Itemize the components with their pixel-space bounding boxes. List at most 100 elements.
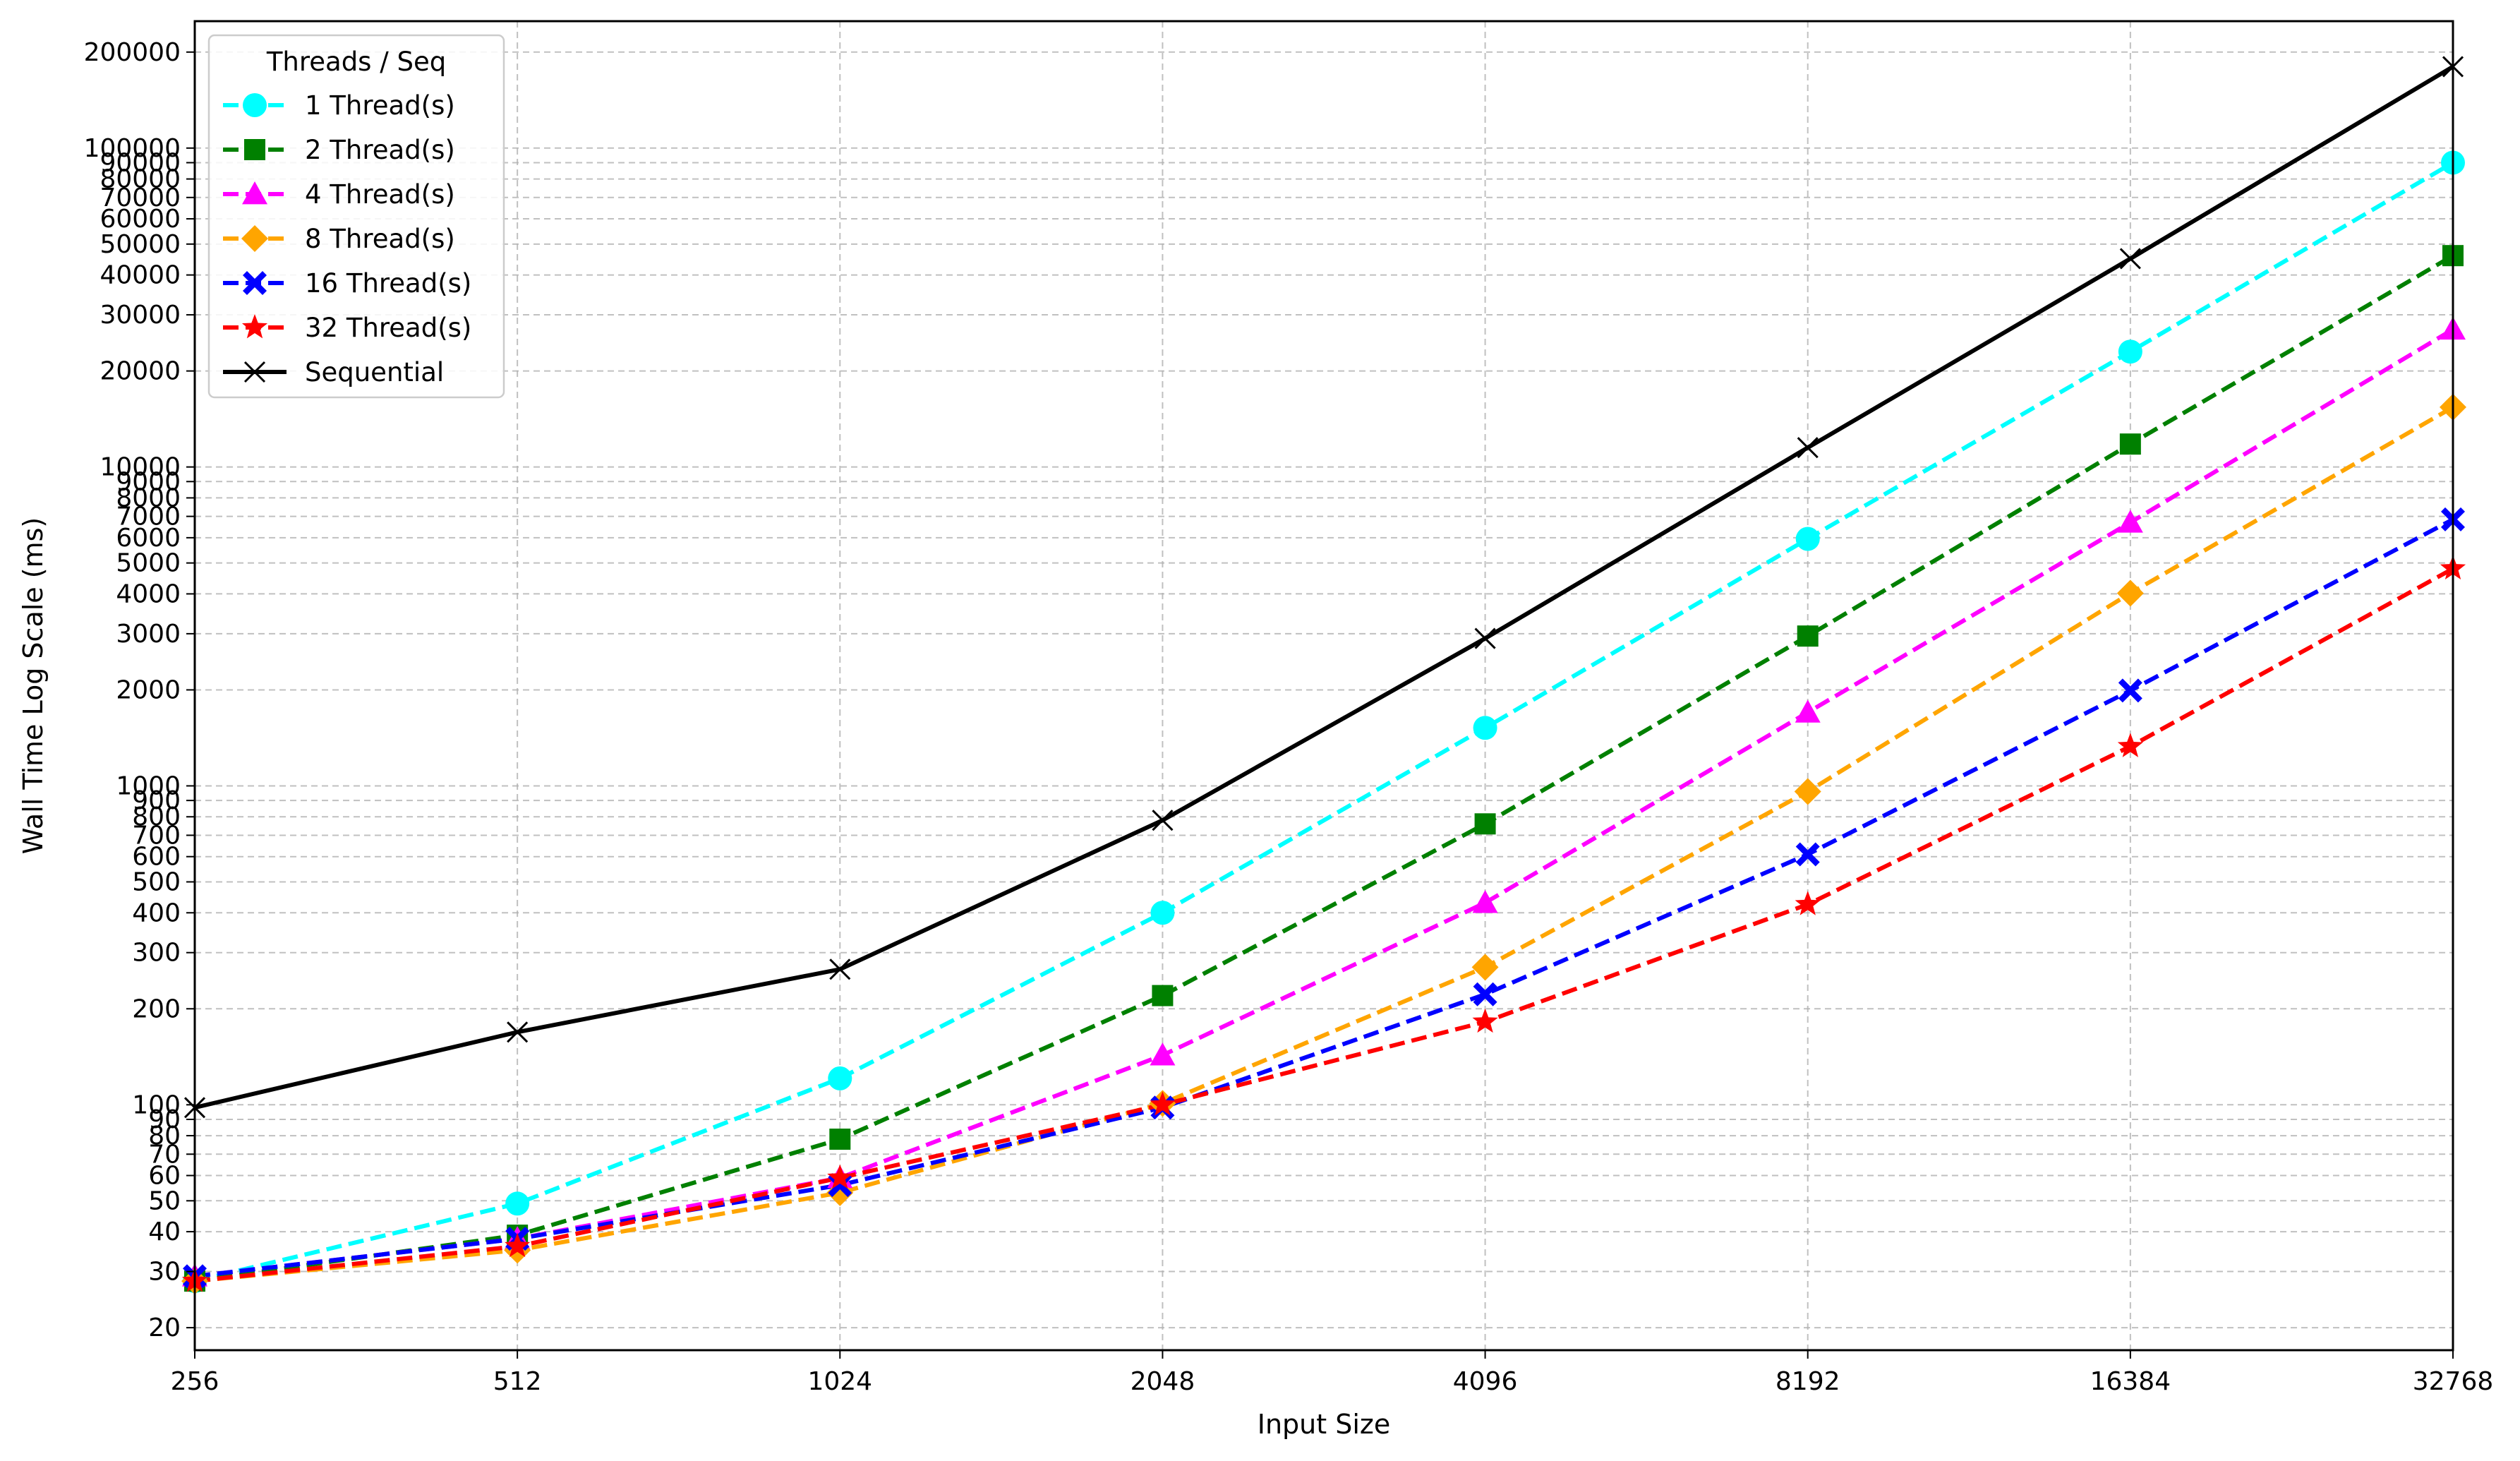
data-point-32-thread-s	[2117, 733, 2143, 757]
legend-items: 1 Thread(s) 2 Thread(s) 4 Thread(s) 8 Threa…	[223, 90, 471, 387]
y-tick-label: 800	[132, 802, 181, 831]
data-point-32-thread-s	[1795, 891, 1821, 915]
legend-swatch-marker	[242, 181, 267, 205]
data-point-sequential	[1797, 437, 1819, 459]
plot-frame	[193, 20, 2454, 1352]
legend-label: 16 Thread(s)	[305, 268, 471, 299]
legend-swatch-marker	[241, 225, 268, 252]
grid	[194, 21, 2454, 1350]
y-tick-label: 400	[132, 898, 181, 927]
y-tick-label: 30	[148, 1258, 181, 1287]
y-tick-label: 200000	[84, 38, 181, 67]
series-line-1-thread-s	[194, 160, 2454, 1284]
y-tick-label: 70000	[100, 184, 181, 212]
data-point-32-thread-s	[827, 1164, 853, 1189]
data-point-1-thread-s	[828, 1066, 852, 1090]
x-tick-label: 1024	[807, 1367, 872, 1396]
legend-label: 8 Thread(s)	[305, 224, 455, 254]
x-tick-label: 32768	[2413, 1367, 2494, 1396]
data-point-1-thread-s	[2118, 339, 2142, 364]
marker-stroke	[829, 958, 851, 980]
x-tick-label: 256	[171, 1367, 219, 1396]
data-point-sequential	[1474, 627, 1496, 649]
series-line-16-thread-s	[194, 517, 2454, 1279]
y-tick-label: 700	[132, 821, 181, 850]
x-tick-label: 2048	[1131, 1367, 1195, 1396]
marker-stroke	[2119, 248, 2141, 270]
y-tick-label: 50	[148, 1186, 181, 1215]
legend-item-8-thread-s: 8 Thread(s)	[223, 224, 455, 254]
data-point-4-thread-s	[2117, 510, 2143, 533]
y-tick-label: 300	[132, 939, 181, 968]
data-point-sequential	[829, 958, 851, 980]
series-line-4-thread-s	[194, 327, 2454, 1279]
marker-stroke	[507, 1021, 529, 1043]
legend-label: 4 Thread(s)	[305, 179, 455, 210]
y-tick-label: 900	[132, 786, 181, 815]
legend-label: 2 Thread(s)	[305, 135, 455, 165]
legend-title: Threads / Seq	[266, 47, 446, 77]
series-line-2-thread-s	[194, 253, 2454, 1284]
legend: Threads / Seq 1 Thread(s) 2 Thread(s) 4 Th…	[207, 34, 505, 399]
legend-item-sequential: Sequential	[223, 357, 444, 387]
legend-swatch-marker	[244, 139, 265, 160]
y-tick-label: 7000	[116, 503, 181, 531]
legend-label: 1 Thread(s)	[305, 90, 455, 121]
y-axis-label: Wall Time Log Scale (ms)	[18, 517, 49, 854]
y-axis-ticks: 2030405060708090100200300400500600700800…	[84, 38, 195, 1342]
data-point-1-thread-s	[1150, 901, 1175, 925]
data-point-32-thread-s	[505, 1232, 531, 1258]
data-point-4-thread-s	[1795, 699, 1821, 723]
y-tick-label: 200	[132, 994, 181, 1023]
y-tick-label: 9000	[116, 467, 181, 496]
data-point-sequential	[507, 1021, 529, 1043]
marker-stroke	[1152, 810, 1174, 831]
x-tick-label: 4096	[1453, 1367, 1518, 1396]
y-tick-label: 60000	[100, 205, 181, 234]
data-point-32-thread-s	[1472, 1008, 1498, 1033]
y-tick-label: 20	[148, 1313, 181, 1342]
data-point-1-thread-s	[1795, 527, 1820, 551]
y-tick-label: 80	[148, 1122, 181, 1150]
y-tick-label: 1000	[116, 771, 181, 800]
marker-stroke	[1474, 627, 1496, 649]
data-point-4-thread-s	[1150, 1042, 1176, 1066]
data-point-2-thread-s	[1152, 985, 1174, 1006]
data-point-16-thread-s	[2118, 678, 2142, 703]
y-tick-label: 100000	[84, 134, 181, 163]
y-tick-label: 60	[148, 1162, 181, 1191]
legend-item-1-thread-s: 1 Thread(s)	[223, 90, 455, 121]
y-tick-label: 50000	[100, 230, 181, 259]
y-tick-label: 80000	[100, 165, 181, 194]
y-tick-label: 90000	[100, 148, 181, 177]
y-tick-label: 40	[148, 1218, 181, 1246]
y-tick-label: 30000	[100, 301, 181, 330]
x-axis-label: Input Size	[1258, 1409, 1390, 1440]
legend-label: Sequential	[305, 357, 444, 387]
legend-box	[207, 34, 505, 399]
y-tick-label: 70	[148, 1140, 181, 1169]
data-point-16-thread-s	[1795, 842, 1820, 867]
y-tick-label: 40000	[100, 261, 181, 290]
data-point-2-thread-s	[1797, 625, 1819, 647]
data-point-8-thread-s	[1471, 954, 1499, 981]
y-tick-label: 5000	[116, 549, 181, 578]
data-point-2-thread-s	[829, 1129, 851, 1150]
data-point-1-thread-s	[1473, 716, 1497, 740]
data-point-32-thread-s	[1150, 1091, 1176, 1116]
data-point-sequential	[2119, 248, 2141, 270]
marker-stroke	[243, 361, 266, 383]
legend-item-4-thread-s: 4 Thread(s)	[223, 179, 455, 210]
data-point-2-thread-s	[2119, 433, 2141, 455]
marker-stroke	[1797, 437, 1819, 459]
series-markers	[181, 56, 2466, 1295]
data-point-2-thread-s	[1474, 813, 1496, 835]
y-tick-label: 8000	[116, 483, 181, 512]
y-tick-label: 90	[148, 1105, 181, 1134]
x-tick-label: 16384	[2090, 1367, 2171, 1396]
data-point-8-thread-s	[1794, 778, 1821, 805]
data-point-4-thread-s	[1472, 890, 1498, 913]
data-point-sequential	[1152, 810, 1174, 831]
legend-label: 32 Thread(s)	[305, 313, 471, 343]
